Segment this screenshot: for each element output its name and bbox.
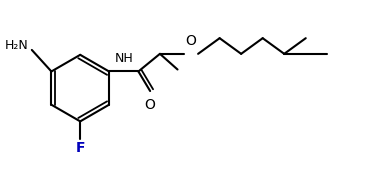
Text: F: F bbox=[75, 141, 85, 155]
Text: O: O bbox=[185, 34, 196, 48]
Text: O: O bbox=[145, 98, 156, 112]
Text: NH: NH bbox=[114, 52, 133, 65]
Text: H₂N: H₂N bbox=[5, 38, 29, 52]
